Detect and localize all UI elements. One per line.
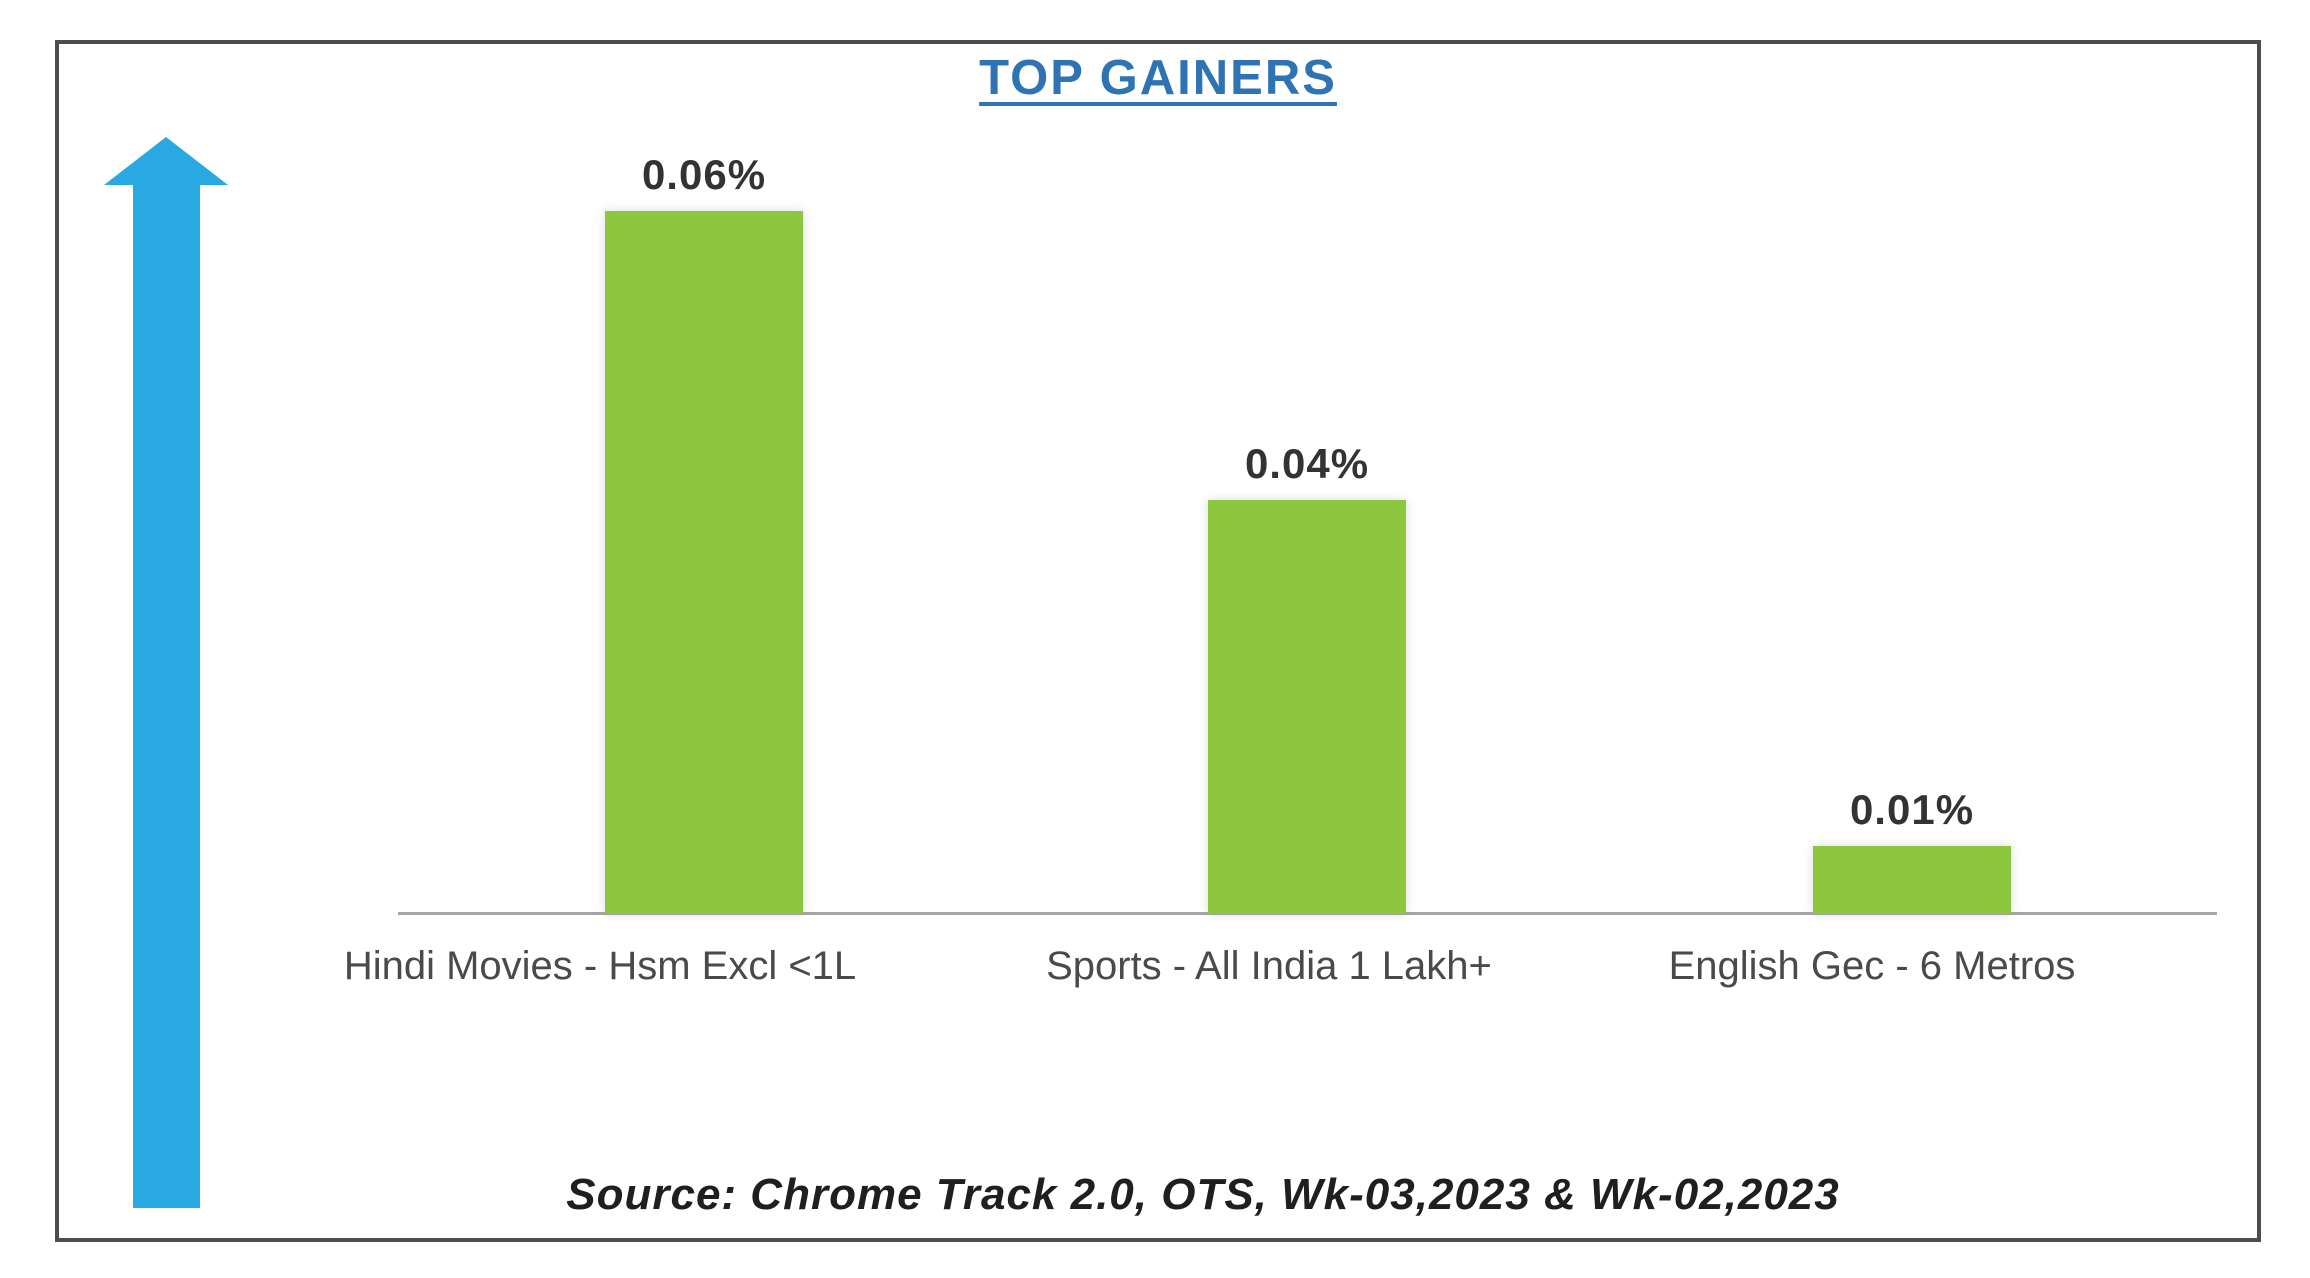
bar-3 [1813,846,2011,914]
bar-2 [1208,500,1406,914]
category-label-3: English Gec - 6 Metros [1668,944,2076,988]
bar-value-label-3: 0.01% [1849,786,1975,833]
chart-frame [55,40,2261,1242]
source-note: Source: Chrome Track 2.0, OTS, Wk-03,202… [566,1170,1840,1219]
bar-1 [605,211,803,914]
category-label-2: Sports - All India 1 Lakh+ [1046,944,1492,988]
up-arrow-icon [104,137,228,1208]
category-label-1: Hindi Movies - Hsm Excl <1L [343,944,857,988]
bar-value-label-2: 0.04% [1244,440,1370,487]
bar-value-label-1: 0.06% [641,151,767,198]
chart-title: TOP GAINERS [979,51,1337,105]
